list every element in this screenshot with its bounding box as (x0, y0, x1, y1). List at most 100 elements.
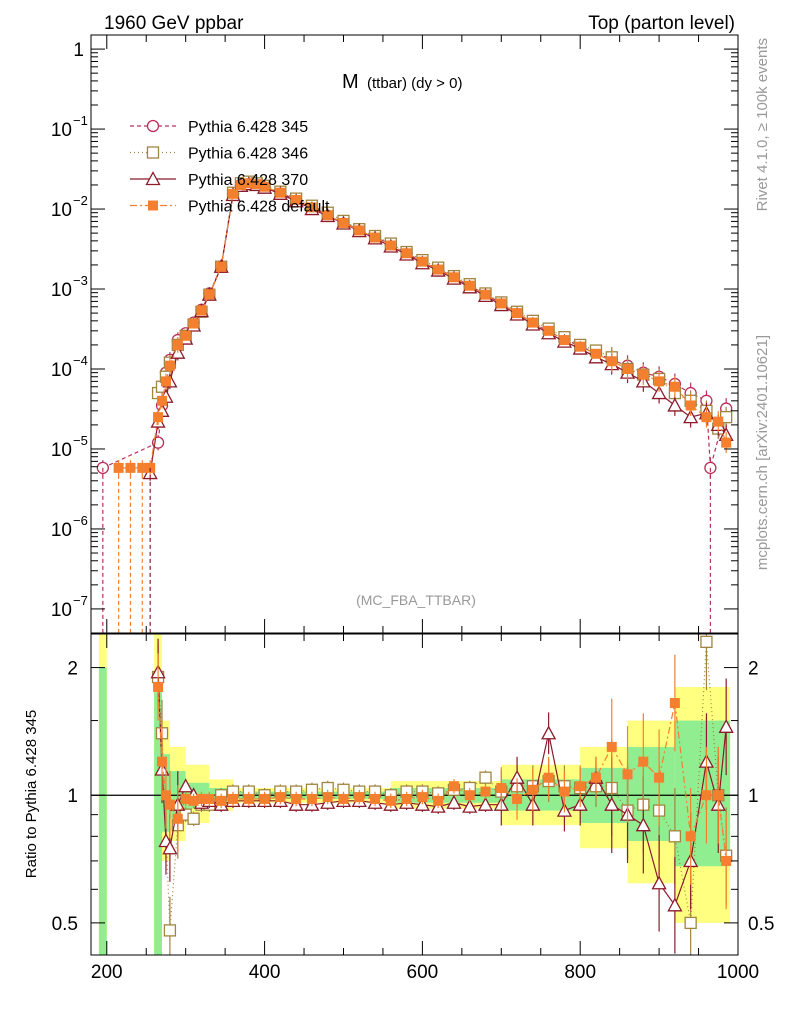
ratio-point (575, 781, 586, 792)
ratio-point (291, 793, 302, 804)
y-tick-exponent: −4 (73, 353, 88, 368)
data-point (590, 348, 601, 359)
data-point (306, 202, 317, 213)
y-tick-exponent: −2 (73, 193, 88, 208)
ratio-point (160, 790, 171, 801)
data-point (683, 409, 699, 424)
series-line-pdef (118, 182, 727, 469)
ratio-point (370, 793, 381, 804)
y-tick-label: 10 (51, 600, 72, 621)
ratio-y-tick-label: 1 (67, 786, 78, 807)
data-point (701, 412, 712, 423)
ratio-point (543, 772, 554, 783)
legend-label-pdef: Pythia 6.428 default (188, 199, 330, 216)
ratio-point (669, 698, 680, 709)
ratio-point (163, 924, 177, 937)
uncertainty-band-green (98, 667, 107, 955)
ratio-point (496, 783, 507, 794)
ratio-point (306, 793, 317, 804)
ratio-point (527, 784, 538, 795)
ratio-point (322, 792, 333, 803)
ratio-point (417, 792, 428, 803)
ratio-point (700, 635, 713, 648)
data-point (180, 330, 191, 341)
series-line-p346 (157, 181, 727, 430)
y-tick-exponent: −7 (73, 593, 88, 608)
ratio-point (477, 796, 494, 811)
ratio-point (718, 718, 734, 733)
ratio-point (243, 793, 254, 804)
ratio-point (622, 769, 633, 780)
main-plot-panel: 110−110−210−310−410−510−610−7 M (ttbar) … (51, 34, 739, 634)
data-point (160, 376, 171, 387)
ratio-point (651, 875, 667, 890)
data-point (651, 385, 667, 400)
data-point (228, 188, 239, 199)
ratio-plot-axes: 0.5 0.5 1 1 2 2 200 400 600 800 1000 (52, 634, 774, 983)
y-tick-label: 10 (51, 520, 72, 541)
ratio-point (480, 786, 491, 797)
data-point (385, 240, 396, 251)
y-tick-label: 10 (51, 120, 72, 141)
ratio-point (172, 813, 183, 824)
data-point (401, 248, 412, 259)
header-right: Top (parton level) (588, 13, 735, 34)
ratio-point (354, 792, 365, 803)
ratio-point (638, 756, 649, 767)
ratio-y-tick-label-right: 1 (748, 786, 759, 807)
data-point (527, 317, 538, 328)
data-point (575, 341, 586, 352)
data-point (685, 400, 696, 411)
plot-title-sub: (ttbar) (dy > 0) (367, 75, 462, 92)
plot-title-main: M (342, 71, 359, 93)
y-tick-exponent: −5 (73, 433, 88, 448)
legend-marker-p346 (146, 146, 160, 159)
data-point (322, 210, 333, 221)
ratio-point (721, 855, 732, 866)
data-point (216, 261, 227, 272)
y-tick-label: 10 (51, 360, 72, 381)
header-left: 1960 GeV ppbar (104, 13, 244, 34)
data-point (370, 232, 381, 243)
legend-marker-pdef (148, 200, 158, 211)
data-point (259, 181, 270, 192)
x-tick-label: 400 (249, 962, 281, 983)
legend-label-p370: Pythia 6.428 370 (188, 172, 308, 189)
y-tick-label: 10 (51, 280, 72, 301)
legend: Pythia 6.428 345 Pythia 6.428 346 Pythia 6… (130, 119, 330, 216)
ratio-series-pdef (153, 653, 732, 910)
data-point (559, 335, 570, 346)
y-tick-exponent: −3 (73, 273, 88, 288)
x-tick-label: 1000 (717, 962, 759, 983)
data-point (417, 256, 428, 267)
ratio-plot-frame (90, 633, 739, 956)
ratio-point (667, 897, 683, 912)
data-point (448, 272, 459, 283)
ratio-point (701, 790, 712, 801)
y-tick-label: 1 (73, 40, 84, 61)
ratio-point (713, 790, 724, 801)
data-point (196, 305, 207, 316)
ratio-point (462, 798, 478, 813)
series-p370 (142, 176, 734, 481)
data-point (638, 369, 649, 380)
main-plot-axes: 110−110−210−310−410−510−610−7 (51, 35, 739, 633)
ratio-point (385, 795, 396, 806)
data-point (157, 395, 168, 406)
data-point (204, 289, 215, 300)
ratio-point (448, 781, 459, 792)
analysis-label: (MC_FBA_TTBAR) (356, 592, 476, 608)
data-point (275, 187, 286, 198)
ratio-point (204, 793, 215, 804)
legend-marker-p345 (146, 119, 160, 133)
ratio-y-tick-label: 0.5 (52, 914, 78, 935)
ratio-ylabel: Ratio to Pythia 6.428 345 (23, 710, 40, 878)
data-point (464, 280, 475, 291)
data-point (543, 325, 554, 336)
ratio-point (187, 812, 200, 825)
data-point (338, 217, 349, 228)
legend-label-p345: Pythia 6.428 345 (188, 119, 308, 136)
ratio-point (464, 790, 475, 801)
ratio-y-tick-label-right: 2 (748, 659, 759, 680)
